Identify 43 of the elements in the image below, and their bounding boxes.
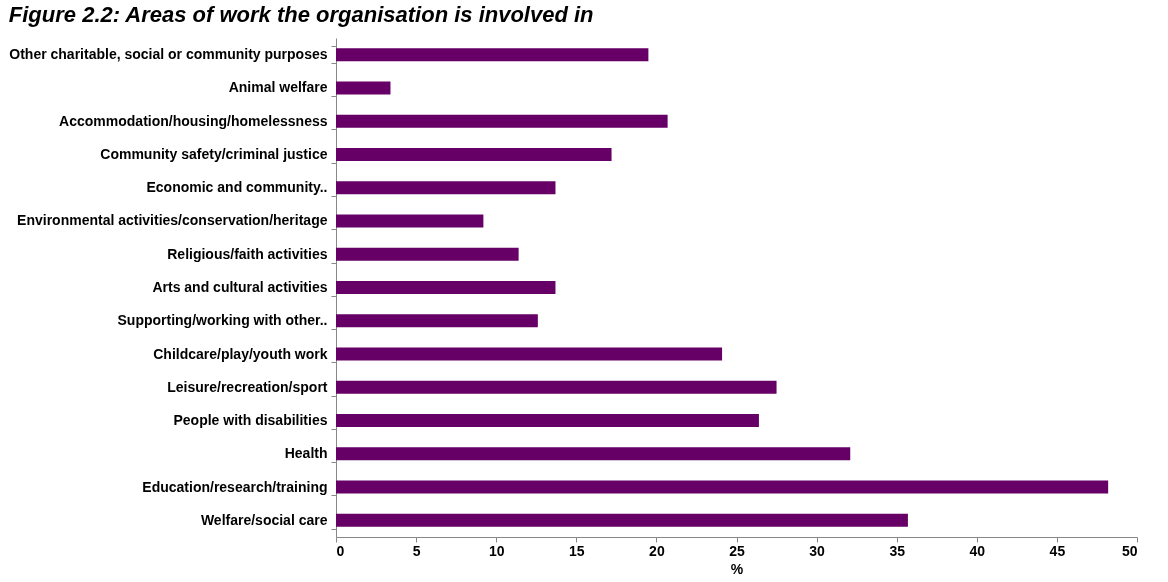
x-tick-label: 20: [649, 542, 665, 559]
y-tick-label: Childcare/play/youth work: [153, 345, 328, 362]
bar: [336, 181, 556, 195]
bar: [336, 380, 777, 394]
bar: [336, 147, 612, 161]
x-tick-label: 35: [889, 542, 906, 559]
x-tick-label: 40: [969, 542, 986, 559]
bar: [336, 114, 668, 128]
y-tick-label: Environmental activities/conservation/heritage: [17, 212, 328, 229]
x-tick-label: 45: [1049, 542, 1066, 559]
bar: [336, 214, 484, 228]
x-tick-label: 10: [488, 542, 505, 559]
bar: [336, 281, 556, 294]
y-tick-label: Accommodation/housing/homelessness: [59, 112, 328, 129]
x-tick-label: 25: [729, 542, 745, 559]
bar: [336, 247, 519, 261]
y-tick-label: Leisure/recreation/sport: [167, 378, 328, 395]
y-tick-label: Education/research/training: [142, 478, 328, 495]
bar: [336, 447, 851, 461]
y-tick-label: Welfare/social care: [200, 511, 328, 528]
x-axis-title: %: [730, 560, 744, 577]
x-tick-label: 15: [569, 542, 585, 559]
chart-title: Figure 2.2: Areas of work the organisation is involved in: [8, 2, 594, 27]
bar: [336, 48, 649, 62]
y-tick-label: Supporting/working with other..: [117, 312, 328, 329]
bar: [336, 347, 723, 361]
y-tick-label: Economic and community..: [146, 179, 328, 196]
y-tick-label: People with disabilities: [173, 412, 328, 429]
y-tick-label: Community safety/criminal justice: [100, 145, 328, 162]
x-tick-label: 5: [412, 542, 421, 559]
bar: [336, 81, 391, 95]
x-tick-label: 0: [336, 542, 345, 559]
bar: [336, 414, 759, 428]
y-tick-label: Animal welfare: [228, 79, 328, 96]
y-tick-label: Other charitable, social or community purposes: [9, 46, 328, 63]
x-tick-label: 50: [1121, 542, 1138, 559]
y-tick-label: Arts and cultural activities: [152, 279, 328, 295]
x-tick-label: 30: [809, 542, 826, 559]
bar: [336, 314, 538, 328]
bar: [336, 480, 1109, 494]
bar: [336, 513, 908, 527]
y-tick-label: Health: [284, 445, 328, 462]
y-tick-label: Religious/faith activities: [167, 245, 328, 262]
